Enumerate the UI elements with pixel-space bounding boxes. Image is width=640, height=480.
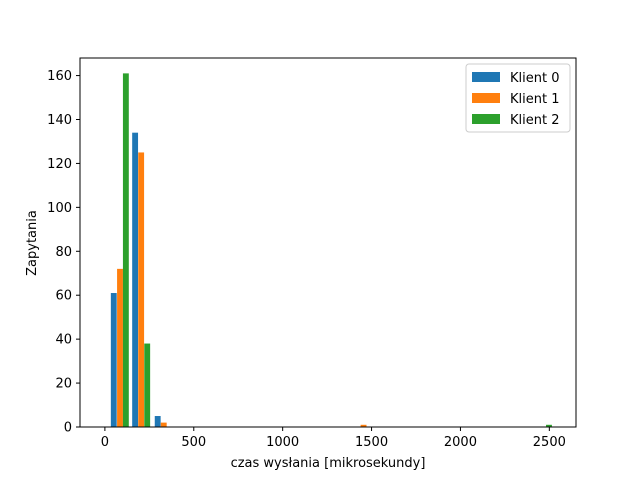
- bar-klient-2-1: [144, 343, 151, 427]
- bar-klient-0-0: [110, 293, 117, 427]
- bar-klient-0-1: [132, 132, 139, 427]
- x-tick-label: 2000: [444, 435, 477, 450]
- legend-swatch-klient-1: [472, 93, 500, 103]
- legend: Klient 0 Klient 1 Klient 2: [465, 63, 571, 133]
- y-axis-label: Zapytania: [25, 210, 40, 276]
- plot-frame: [79, 57, 577, 428]
- x-axis-label: czas wysłania [mikrosekundy]: [231, 456, 426, 471]
- y-tick-label: 160: [47, 69, 72, 84]
- y-tick-label: 40: [55, 333, 72, 348]
- x-tick-label: 0: [101, 435, 109, 450]
- bar-klient-0-2: [154, 416, 161, 427]
- x-tick-label: 1000: [266, 435, 299, 450]
- y-tick-label: 140: [47, 113, 72, 128]
- x-tick-label: 500: [181, 435, 206, 450]
- y-tick-label: 20: [55, 377, 72, 392]
- y-tick-label: 60: [55, 289, 72, 304]
- y-tick-label: 120: [47, 157, 72, 172]
- y-tick-label: 0: [64, 421, 72, 436]
- y-axis-ticks: 0 20 40 60 80 100 120 140 160: [47, 69, 80, 436]
- bar-klient-1-0: [117, 268, 123, 427]
- bar-klient-1-3: [360, 424, 367, 427]
- legend-swatch-klient-0: [472, 72, 500, 82]
- x-tick-label: 2500: [533, 435, 566, 450]
- y-tick-label: 100: [47, 201, 72, 216]
- x-tick-label: 1500: [355, 435, 388, 450]
- legend-swatch-klient-2: [472, 114, 500, 124]
- y-tick-label: 80: [55, 245, 72, 260]
- bar-klient-1-1: [138, 152, 145, 427]
- bar-klient-2-0: [122, 73, 129, 428]
- bar-klient-2-2: [546, 424, 552, 427]
- x-axis-ticks: 0 500 1000 1500 2000 2500: [101, 427, 566, 450]
- legend-label-klient-2: Klient 2: [510, 113, 560, 128]
- legend-label-klient-1: Klient 1: [510, 92, 560, 107]
- legend-label-klient-0: Klient 0: [510, 71, 560, 86]
- bars-layer: [110, 73, 552, 428]
- bar-klient-1-2: [160, 422, 167, 427]
